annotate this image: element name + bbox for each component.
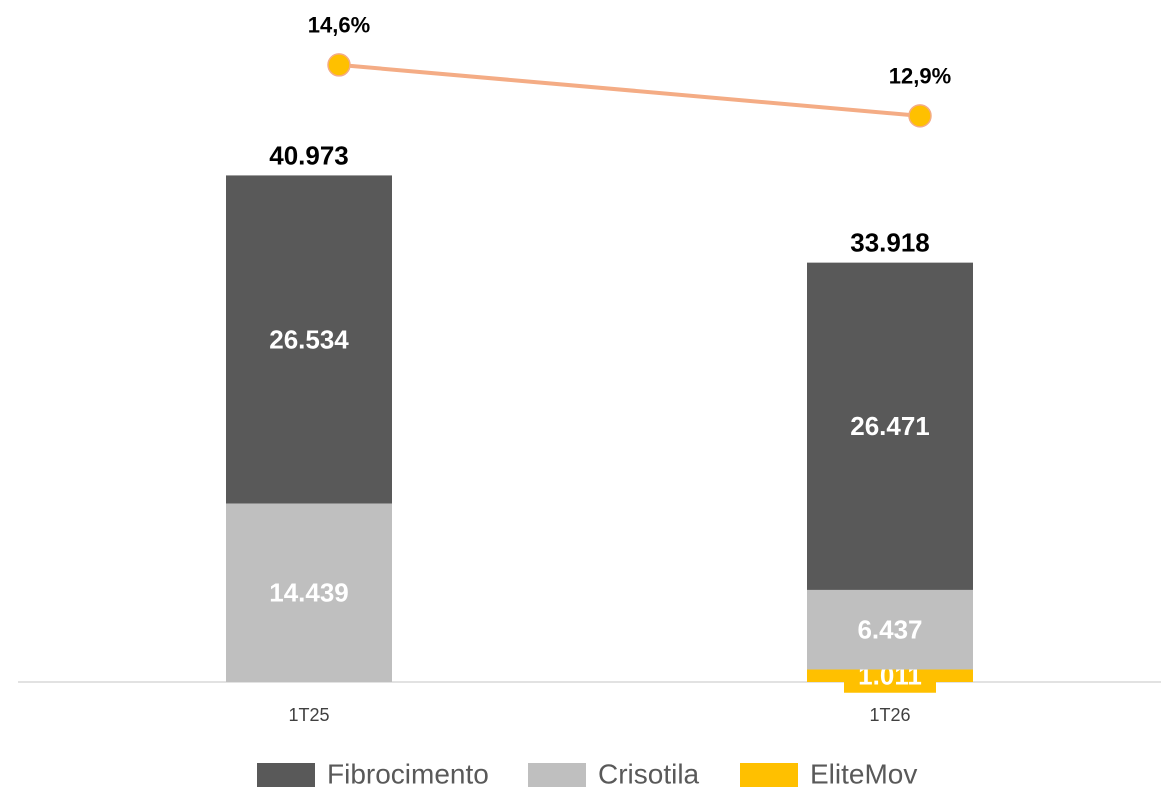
- data-label: 26.534: [269, 324, 349, 354]
- line-label: 14,6%: [308, 13, 370, 38]
- legend-label: Crisotila: [598, 758, 700, 789]
- x-tick-label: 1T25: [288, 705, 329, 725]
- legend-label: EliteMov: [810, 758, 917, 789]
- total-label: 40.973: [269, 140, 349, 170]
- line-marker: [908, 104, 932, 128]
- data-label: 6.437: [857, 615, 922, 645]
- bar-segment: [226, 175, 392, 504]
- x-tick-label: 1T26: [869, 705, 910, 725]
- line-label: 12,9%: [889, 64, 951, 89]
- margin-line: [338, 62, 921, 118]
- bar-segment: [807, 589, 973, 670]
- legend-swatch: [257, 763, 315, 787]
- legend-label: Fibrocimento: [327, 758, 489, 789]
- data-label: 14.439: [269, 578, 349, 608]
- data-label: 26.471: [850, 411, 930, 441]
- legend-swatch: [740, 763, 798, 787]
- bar-segment: [226, 503, 392, 682]
- bar-segment: [807, 262, 973, 590]
- total-label: 33.918: [850, 228, 930, 258]
- line-marker: [327, 53, 351, 77]
- legend-swatch: [528, 763, 586, 787]
